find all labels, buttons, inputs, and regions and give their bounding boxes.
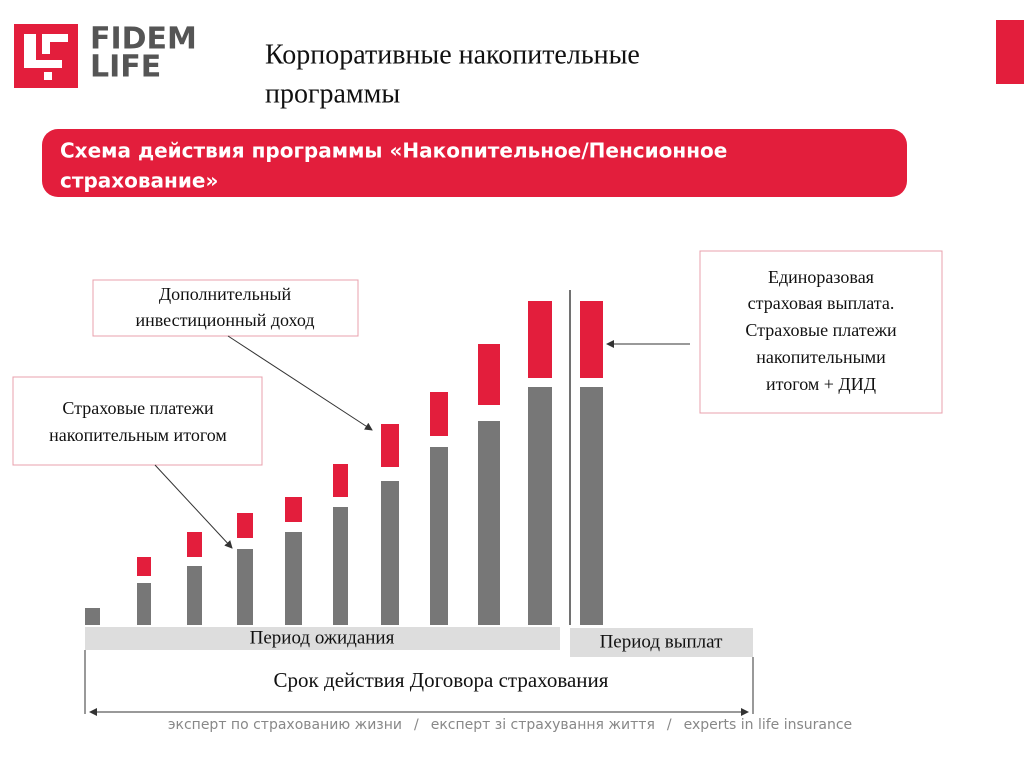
arrow: [227, 335, 373, 431]
callout-text: Страховые платежи: [62, 398, 214, 418]
logo: FIDEM LIFE: [14, 22, 197, 88]
banner-text: страхование»: [60, 169, 218, 193]
term-label: Срок действия Договора страхования: [274, 668, 609, 692]
title: программы: [265, 78, 400, 109]
logo-text: LIFE: [90, 50, 161, 85]
period-label: Период ожидания: [250, 627, 395, 648]
banner: [42, 129, 907, 197]
bars: [85, 387, 603, 625]
callout-text: накопительными: [756, 347, 886, 367]
callout-box: [699, 250, 943, 414]
period-bar: [570, 628, 753, 657]
period-bar: [85, 627, 560, 650]
callout: Единоразовая страховая выплата. Страховы…: [606, 250, 943, 414]
callout-text: Страховые платежи: [745, 320, 897, 340]
period-label: Период выплат: [600, 631, 724, 652]
title: Корпоративные накопительные: [265, 39, 640, 70]
callout: Дополнительный инвестиционный доход: [92, 279, 373, 431]
callout-text: накопительным итогом: [49, 425, 227, 445]
callout: Страховые платежи накопительным итогом: [12, 376, 263, 549]
callout-box: [92, 279, 359, 337]
callout-text: страховая выплата.: [748, 293, 895, 313]
logo-text: FIDEM: [90, 22, 197, 57]
arrow: [154, 464, 233, 549]
callout-box: [12, 376, 263, 466]
banner-text: Схема действия программы «Накопительное/…: [60, 139, 727, 163]
callout-text: инвестиционный доход: [135, 310, 314, 330]
logo-glyph: [24, 34, 68, 80]
callout-text: Дополнительный: [159, 284, 292, 304]
corner-mark: [996, 20, 1024, 84]
callout-text: Единоразовая: [768, 267, 874, 287]
bar-tops: [137, 301, 603, 576]
callout-text: итогом + ДИД: [766, 374, 876, 394]
footer: эксперт по страхованию жизни / експерт зі …: [168, 717, 852, 733]
